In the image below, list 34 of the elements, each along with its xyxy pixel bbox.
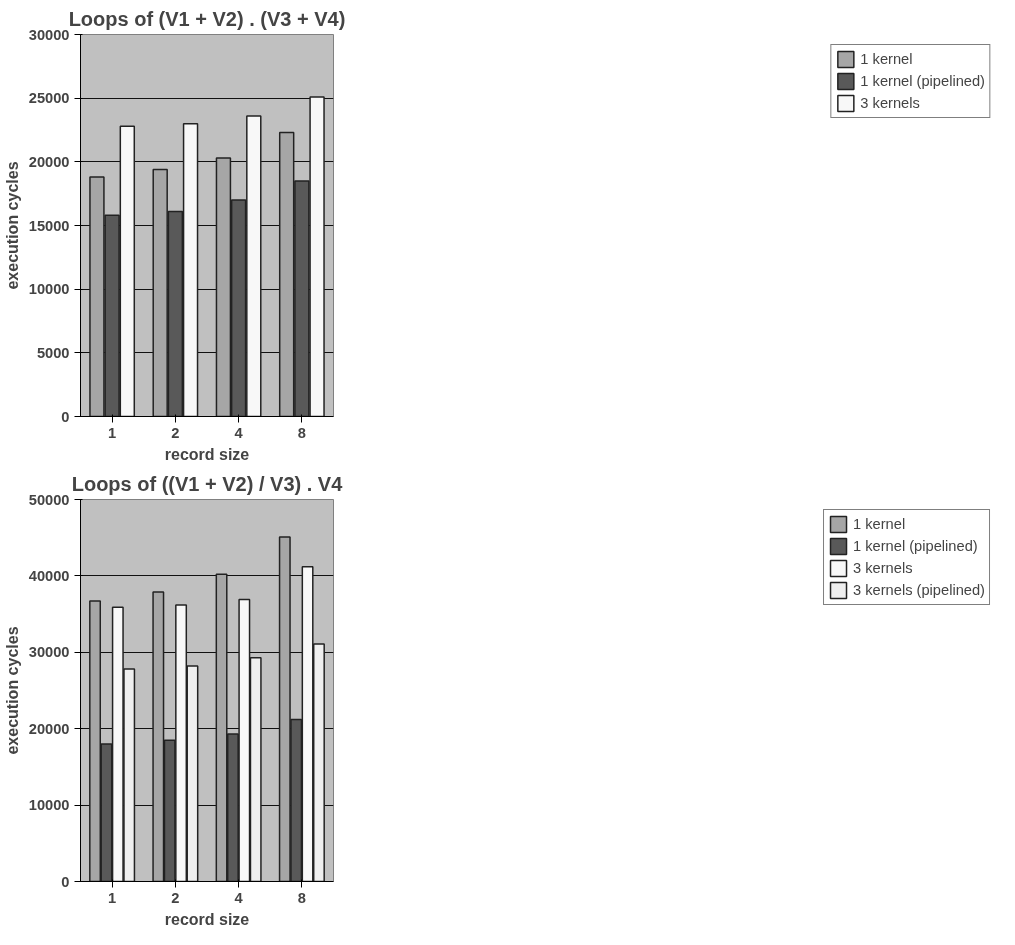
- x-tick-label: 4: [234, 424, 244, 441]
- y-tick-label: 40000: [28, 567, 70, 584]
- x-tick-label: 1: [108, 889, 117, 906]
- chart-title: Loops of (V1 + V2) . (V3 + V4): [68, 7, 346, 30]
- y-tick-label: 0: [61, 408, 70, 425]
- y-tick-label: 15000: [28, 217, 70, 234]
- y-tick-label: 30000: [28, 26, 70, 43]
- x-axis-title: record size: [164, 910, 250, 928]
- legend-label: 1 kernel: [853, 516, 906, 532]
- x-tick-label: 2: [171, 424, 180, 441]
- legend-label: 3 kernels: [853, 560, 913, 576]
- y-tick-label: 5000: [36, 344, 70, 361]
- legend-label: 1 kernel (pipelined): [860, 73, 985, 89]
- y-tick-label: 30000: [28, 644, 70, 661]
- legend-label: 3 kernels (pipelined): [853, 582, 985, 598]
- x-tick-label: 8: [297, 424, 306, 441]
- y-tick-label: 0: [61, 873, 70, 890]
- y-tick-label: 10000: [28, 797, 70, 814]
- legend-label: 1 kernel (pipelined): [853, 538, 978, 554]
- x-tick-label: 1: [108, 424, 117, 441]
- y-axis-title: execution cycles: [3, 626, 21, 755]
- y-tick-label: 20000: [28, 153, 70, 170]
- chart-title: Loops of ((V1 + V2) / V3) . V4: [71, 472, 344, 495]
- x-tick-label: 8: [297, 889, 306, 906]
- y-axis-title: execution cycles: [3, 161, 21, 290]
- x-tick-label: 4: [234, 889, 244, 906]
- y-tick-label: 50000: [28, 491, 70, 508]
- x-tick-label: 2: [171, 889, 180, 906]
- y-tick-label: 10000: [28, 281, 70, 298]
- y-tick-label: 25000: [28, 90, 70, 107]
- x-axis-title: record size: [164, 445, 250, 463]
- y-tick-label: 20000: [28, 720, 70, 737]
- legend-label: 1 kernel: [860, 51, 913, 67]
- legend-label: 3 kernels: [860, 95, 920, 111]
